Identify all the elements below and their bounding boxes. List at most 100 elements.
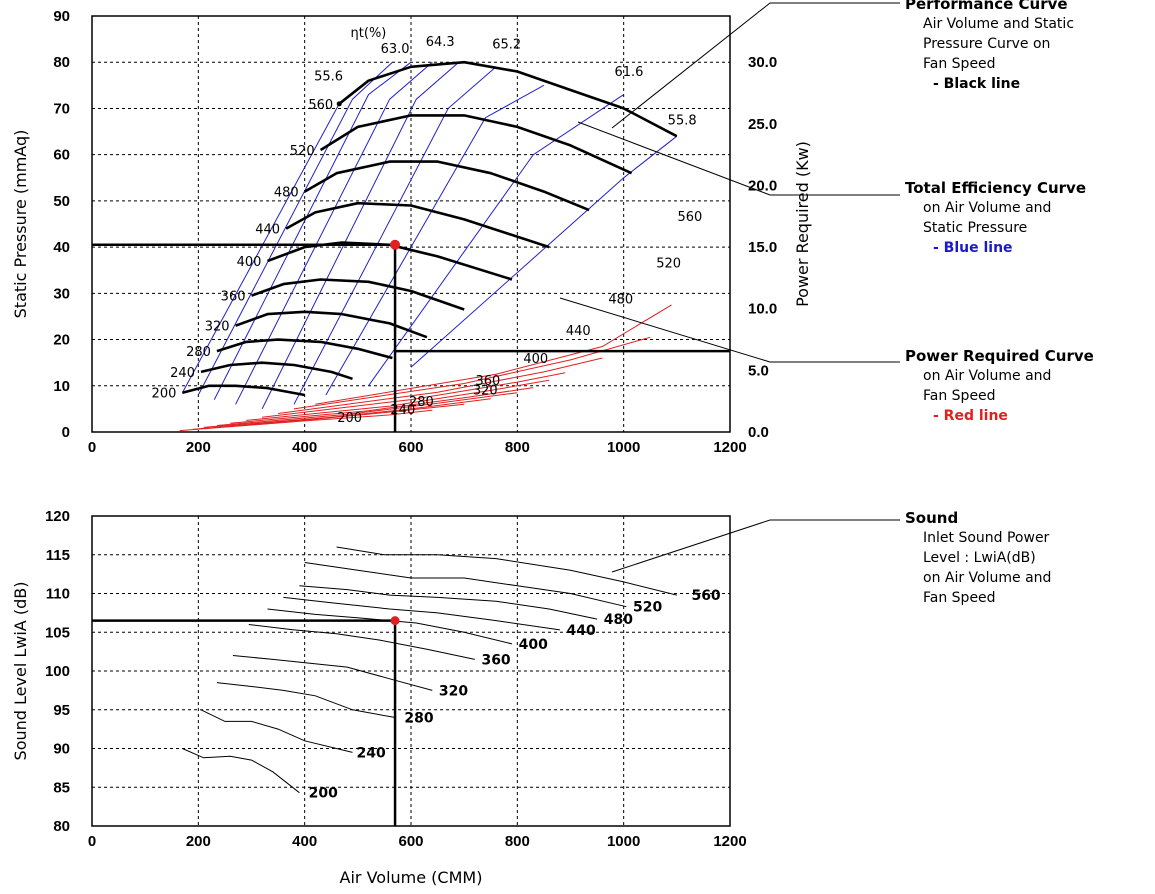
bottom-y-axis-label: Sound Level LwiA (dB) <box>11 582 30 761</box>
legend-performance-desc-1: Air Volume and Static <box>923 16 1075 32</box>
sound-curve-280 <box>216 682 396 718</box>
top-y-tick-label: 80 <box>53 54 70 71</box>
pressure-curve-label-520: 520 <box>290 144 315 159</box>
pressure-curve-240 <box>200 361 353 381</box>
bottom-y-tick-label: 105 <box>45 624 70 641</box>
pressure-curve-400 <box>267 241 513 281</box>
legend-power-title: Power Required Curve <box>905 347 1094 365</box>
power-curve-label-320: 320 <box>473 383 498 398</box>
sound-curve-360 <box>248 624 475 660</box>
top-y-tick-label: 0 <box>62 424 70 441</box>
top-y2-tick-label: 15.0 <box>748 239 777 256</box>
efficiency-header-label: ηt(%) <box>351 26 387 41</box>
top-x-tick-label: 1000 <box>607 439 640 456</box>
efficiency-value-label: 61.6 <box>615 65 644 80</box>
pressure-curve-start-marker <box>336 101 342 107</box>
legend-performance: Performance Curve Air Volume and Static … <box>905 0 1074 94</box>
power-curve-400 <box>246 379 550 421</box>
top-plot-labels: 0 200 400 600 800 1000 1200 0 10 20 30 40 50 60 70 80 90… <box>11 8 812 456</box>
top-y-tick-label: 50 <box>53 193 70 210</box>
legend-sound: Sound Inlet Sound Power Level : LwiA(dB)… <box>905 508 1051 608</box>
sound-curve-440 <box>283 596 560 631</box>
power-curve-label-280: 280 <box>409 395 434 410</box>
sound-curve-label-240: 240 <box>357 745 386 761</box>
pressure-curve-label-440: 440 <box>255 223 280 238</box>
sound-curve-label-400: 400 <box>519 637 548 653</box>
power-curve-label-360: 360 <box>475 374 500 389</box>
pressure-curve-label-240: 240 <box>170 366 195 381</box>
bottom-x-tick-label: 1000 <box>607 833 640 850</box>
efficiency-curve-0 <box>181 103 340 393</box>
power-curve-560 <box>315 304 672 405</box>
bottom-x-tick-label: 200 <box>186 833 211 850</box>
top-y2-tick-label: 25.0 <box>748 116 777 133</box>
top-x-tick-label: 800 <box>505 439 530 456</box>
legend-performance-line: - Black line <box>933 76 1021 92</box>
pressure-curve-label-480: 480 <box>274 186 299 201</box>
top-x-tick-label: 200 <box>186 439 211 456</box>
sound-curve-560 <box>336 546 677 596</box>
bottom-y-tick-label: 115 <box>46 547 70 564</box>
sound-curve-520 <box>304 562 627 608</box>
efficiency-curve-1 <box>197 61 393 396</box>
efficiency-value-label: 55.6 <box>314 70 343 85</box>
bottom-x-tick-label: 0 <box>88 833 96 850</box>
power-curve-360 <box>230 387 534 424</box>
top-plot-frame <box>91 15 731 433</box>
legend-efficiency-desc-1: on Air Volume and <box>923 200 1052 216</box>
efficiency-value-label: 64.3 <box>426 35 455 50</box>
efficiency-value-label: 63.0 <box>381 42 410 57</box>
pressure-curve-label-200: 200 <box>152 387 177 402</box>
pressure-curve-480 <box>304 160 590 212</box>
legend-efficiency-desc-2: Static Pressure <box>923 220 1028 236</box>
pressure-curve-440 <box>285 201 550 249</box>
power-curve-480 <box>278 357 603 414</box>
sound-curve-label-440: 440 <box>567 623 596 639</box>
sound-curve-320 <box>232 655 433 691</box>
pressure-curve-520 <box>319 114 633 175</box>
bottom-y-tick-label: 110 <box>46 586 70 603</box>
efficiency-curve-5 <box>293 66 497 405</box>
legend-performance-desc-3: Fan Speed <box>923 56 996 72</box>
legend-sound-desc-3: on Air Volume and <box>923 570 1052 586</box>
top-x-tick-label: 0 <box>88 439 96 456</box>
sound-curve-label-560: 560 <box>691 588 720 604</box>
sound-curve-200 <box>182 748 300 794</box>
top-y-tick-label: 20 <box>53 332 70 349</box>
efficiency-curve-3 <box>235 61 433 405</box>
top-y2-tick-label: 20.0 <box>748 177 777 194</box>
pressure-curve-200 <box>182 384 305 397</box>
top-plot-curves <box>92 60 730 432</box>
legend-leader-0 <box>611 2 900 129</box>
bottom-plot-frame <box>91 515 731 827</box>
power-curve-200 <box>179 409 433 432</box>
bottom-plot-labels: 0 200 400 600 800 1000 1200 80 85 90 95 100 105 110 11… <box>11 508 747 887</box>
power-curve-label-200: 200 <box>337 411 362 426</box>
bottom-y-tick-label: 120 <box>45 508 70 525</box>
bottom-plot-curves <box>92 546 677 826</box>
top-y-tick-label: 90 <box>53 8 70 25</box>
legend-sound-title: Sound <box>905 509 959 527</box>
legend-power-desc-1: on Air Volume and <box>923 368 1052 384</box>
pressure-curve-360 <box>251 278 465 311</box>
top-y-axis-label: Static Pressure (mmAq) <box>11 130 30 319</box>
pressure-curve-560 <box>338 60 678 138</box>
sound-curve-label-360: 360 <box>481 652 510 668</box>
top-y-tick-label: 30 <box>53 285 70 302</box>
legend-sound-desc-4: Fan Speed <box>923 590 996 606</box>
top-y2-tick-label: 0.0 <box>748 424 769 441</box>
top-y2-tick-label: 30.0 <box>748 54 777 71</box>
legend-leader-2 <box>559 297 900 363</box>
bottom-x-tick-label: 800 <box>505 833 530 850</box>
top-y-tick-label: 10 <box>53 378 70 395</box>
pressure-curve-label-360: 360 <box>221 290 246 305</box>
bottom-plot-grid <box>91 515 731 827</box>
efficiency-value-label: 65.2 <box>492 37 521 52</box>
power-curve-320 <box>216 392 518 426</box>
sound-curve-label-200: 200 <box>309 786 338 802</box>
pressure-curve-280 <box>216 338 393 360</box>
power-curve-label-440: 440 <box>566 324 591 339</box>
sound-curve-label-280: 280 <box>404 711 433 727</box>
power-curve-label-240: 240 <box>390 403 415 418</box>
